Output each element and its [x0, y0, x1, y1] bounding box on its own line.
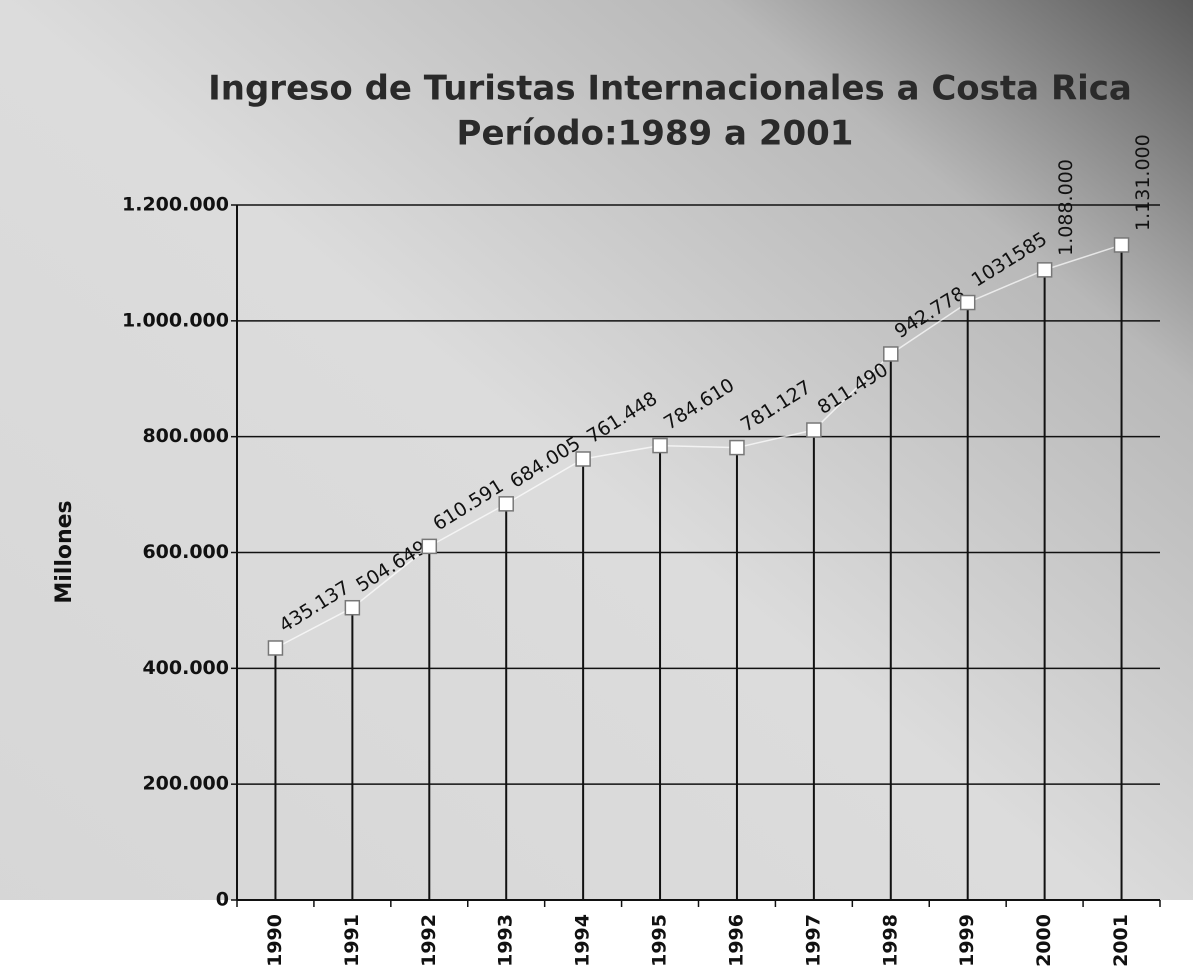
x-tick-label: 2000	[1033, 914, 1055, 967]
x-tick-label: 1995	[649, 914, 671, 967]
data-label: 1.088.000	[1055, 159, 1077, 256]
x-tick-label: 1993	[495, 914, 517, 967]
x-tick-label: 2001	[1110, 914, 1132, 967]
x-tick-label: 1990	[264, 914, 286, 967]
marker	[344, 599, 361, 616]
y-tick-label: 800.000	[142, 425, 229, 447]
marker	[729, 439, 745, 456]
y-tick-label: 0	[216, 889, 229, 911]
data-label: 1.131.000	[1132, 134, 1154, 231]
x-tick-label: 1991	[341, 914, 363, 967]
y-axis-label: Millones	[52, 500, 77, 603]
x-tick-label: 1996	[725, 914, 747, 967]
x-tick-label: 1999	[956, 914, 978, 967]
x-tick-label: 1994	[572, 914, 594, 967]
x-tick-label: 1997	[802, 914, 824, 967]
y-tick-label: 600.000	[142, 541, 229, 563]
marker	[498, 496, 514, 512]
series-line	[275, 244, 1122, 649]
y-tick-label: 200.000	[142, 773, 229, 795]
chart-title: Ingreso de Turistas Internacionales a Co…	[208, 69, 1132, 109]
y-tick-label: 1.200.000	[122, 194, 229, 216]
marker	[806, 422, 822, 438]
chart-subtitle: Período:1989 a 2001	[457, 114, 854, 154]
marker	[959, 294, 976, 311]
y-tick-label: 1.000.000	[122, 309, 229, 331]
marker	[652, 437, 668, 454]
marker	[421, 538, 438, 555]
marker	[1036, 262, 1053, 278]
marker	[575, 451, 591, 467]
x-tick-label: 1998	[879, 914, 901, 967]
bottom-band	[0, 900, 1193, 973]
x-tick-label: 1992	[418, 914, 440, 967]
marker	[883, 346, 899, 362]
y-tick-label: 400.000	[142, 657, 229, 679]
marker	[1113, 237, 1130, 253]
marker	[267, 640, 284, 656]
